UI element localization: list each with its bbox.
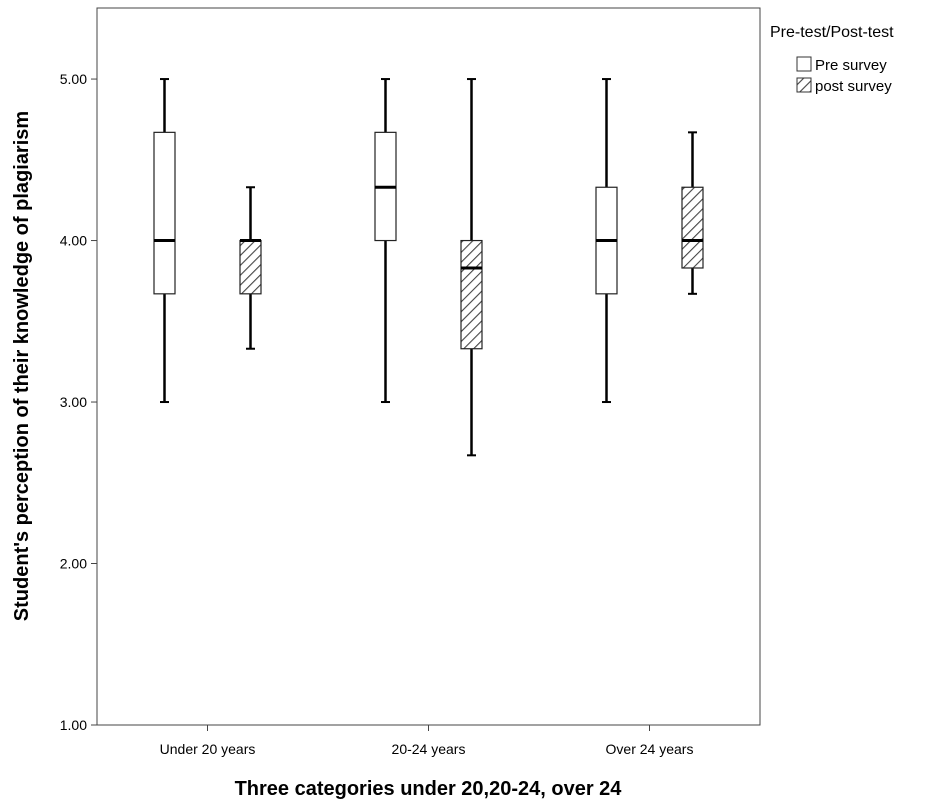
y-axis-title: Student's perception of their knowledge … <box>11 111 33 621</box>
legend-swatch-post <box>796 77 812 93</box>
box-plot-marks <box>153 78 704 457</box>
y-tick-label: 4.00 <box>60 233 87 249</box>
box-post-0 <box>239 186 262 350</box>
box-iqr <box>239 239 262 295</box>
x-tick-label: 20-24 years <box>392 741 466 757</box>
legend-label-post: post survey <box>815 78 892 95</box>
box-post-1 <box>460 78 483 457</box>
x-axis: Under 20 years 20-24 years Over 24 years <box>160 725 694 757</box>
y-axis: 1.00 2.00 3.00 4.00 5.00 <box>60 71 97 733</box>
x-tick-label: Under 20 years <box>160 741 256 757</box>
x-tick-label: Over 24 years <box>606 741 694 757</box>
y-tick-label: 2.00 <box>60 556 87 572</box>
box-iqr <box>460 239 483 350</box>
x-axis-title: Three categories under 20,20-24, over 24 <box>235 778 623 800</box>
y-tick-label: 5.00 <box>60 71 87 87</box>
legend-swatch-pre <box>796 56 812 72</box>
box-pre-1 <box>374 78 397 404</box>
box-iqr <box>681 186 704 269</box>
box-pre-0 <box>153 78 176 404</box>
legend-title: Pre-test/Post-test <box>770 24 894 41</box>
box-pre-2 <box>595 78 618 404</box>
plot-frame <box>96 7 761 726</box>
legend-label-pre: Pre survey <box>815 57 887 74</box>
box-iqr <box>153 131 176 295</box>
y-tick-label: 1.00 <box>60 717 87 733</box>
y-tick-label: 3.00 <box>60 394 87 410</box>
box-post-2 <box>681 131 704 295</box>
legend: Pre-test/Post-test Pre survey post surve… <box>770 24 894 95</box>
